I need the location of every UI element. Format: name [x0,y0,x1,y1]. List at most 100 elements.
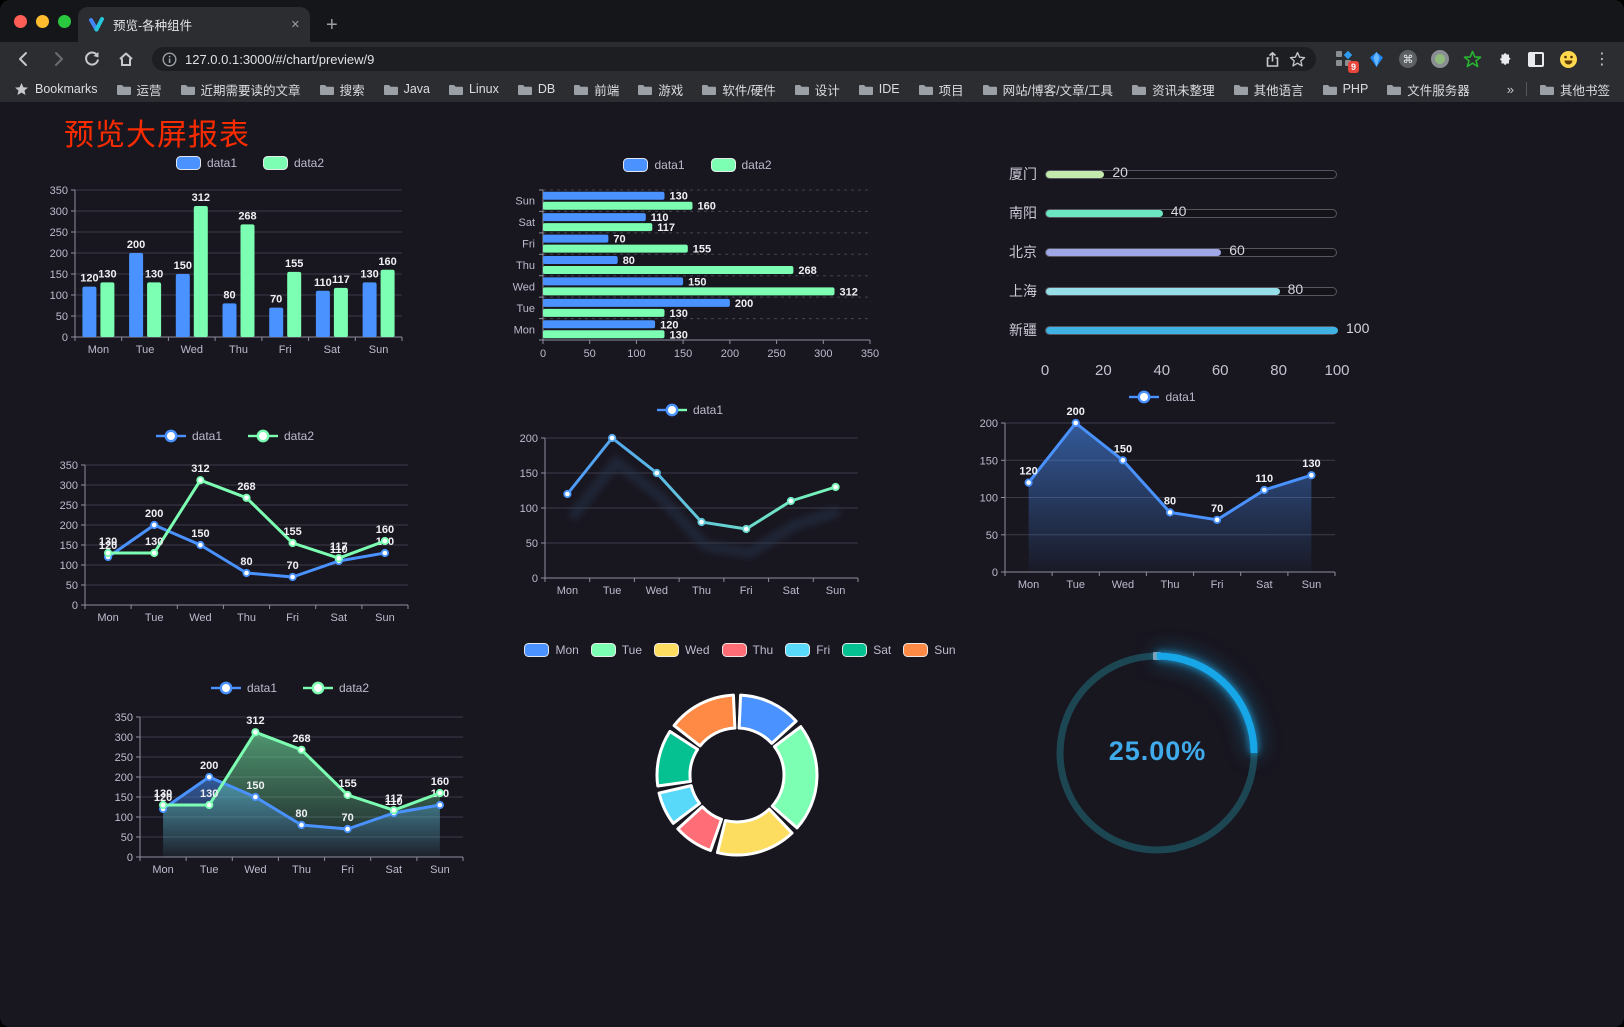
new-tab-button[interactable]: + [326,14,338,36]
svg-text:117: 117 [332,274,350,286]
legend-item-data1[interactable]: data1 [175,156,237,170]
extension-grid-icon[interactable]: 9 [1334,49,1359,73]
side-panel-icon[interactable] [1526,49,1546,69]
svg-text:130: 130 [200,788,218,800]
svg-text:155: 155 [693,244,711,256]
panel-bar-chart: 0 50 100 150 200 250 300 350 Mon Tue Wed Thu Fri Sat S… [40,150,460,364]
bookmark-folder-搜索[interactable]: 搜索 [319,80,365,99]
bar-data2-Fri [287,271,302,337]
bookmark-folder-运营[interactable]: 运营 [116,80,162,99]
other-bookmarks-folder[interactable]: 其他书签 [1539,80,1610,99]
pie-slice-Wed[interactable] [715,807,794,857]
svg-text:150: 150 [246,780,264,792]
pie-slice-Mon[interactable] [737,693,798,745]
bookmark-folder-IDE[interactable]: IDE [858,80,900,99]
svg-text:Wed: Wed [181,344,203,356]
bookmark-folder-设计[interactable]: 设计 [794,80,840,99]
bookmark-folder-项目[interactable]: 项目 [918,80,964,99]
bookmark-folder-Linux[interactable]: Linux [448,80,499,99]
svg-text:100: 100 [980,493,998,505]
bookmark-folder-其他语言[interactable]: 其他语言 [1233,80,1304,99]
svg-text:312: 312 [246,715,264,727]
pie-slice-Sun[interactable] [672,693,737,748]
legend-marker-icon [903,643,929,657]
svg-text:160: 160 [698,201,716,213]
legend-item-Sun[interactable]: Sun [903,643,956,657]
folder-icon [1233,85,1248,95]
legend-item-data2[interactable]: data2 [248,429,314,443]
tab-close-icon[interactable]: ✕ [290,19,300,31]
home-button[interactable] [112,45,140,73]
reload-button[interactable] [78,45,106,73]
bookmark-folder-近期需要读的文章[interactable]: 近期需要读的文章 [180,80,301,99]
extension-command-icon[interactable]: ⌘ [1398,49,1418,69]
svg-text:200: 200 [60,520,78,532]
browser-menu-icon[interactable]: ⋮ [1594,51,1610,68]
bookmark-star-icon[interactable] [1289,51,1306,68]
bookmark-folder-资讯未整理[interactable]: 资讯未整理 [1131,80,1215,99]
legend-item-Wed[interactable]: Wed [654,643,710,657]
progress-fill [1046,170,1105,178]
bookmark-folder-文件服务器[interactable]: 文件服务器 [1386,80,1470,99]
svg-text:Sat: Sat [783,585,800,597]
legend-item-Thu[interactable]: Thu [721,643,773,657]
panel-gradient-line-chart-canvas: 0 50 100 150 200 Mon Tue Wed Thu Fri Sat Sun [520,433,859,597]
bookmark-folder-软件/硬件[interactable]: 软件/硬件 [701,80,776,99]
browser-tab[interactable]: 预览-各种组件 ✕ [78,7,310,42]
svg-text:300: 300 [60,480,78,492]
svg-text:155: 155 [283,526,301,538]
svg-text:Wed: Wed [189,612,211,624]
legend-item-Mon[interactable]: Mon [524,643,579,657]
url-bar[interactable]: 127.0.0.1:3000/#/chart/preview/9 [152,47,1316,71]
bookmark-folder-网站/博客/文章/工具[interactable]: 网站/博客/文章/工具 [982,80,1113,99]
legend-item-data1[interactable]: data1 [623,158,685,172]
legend-item-data2[interactable]: data2 [263,156,324,170]
bar-data1-Fri [269,307,284,337]
bookmark-folder-DB[interactable]: DB [517,80,555,99]
share-icon[interactable] [1264,51,1281,68]
maximize-window-button[interactable] [58,15,71,28]
svg-text:110: 110 [330,544,348,556]
legend-item-data1[interactable]: data1 [1129,390,1196,404]
extensions-puzzle-icon[interactable] [1494,49,1514,69]
pie-slice-Sat[interactable] [655,729,700,788]
legend-item-Sat[interactable]: Sat [842,643,891,657]
legend-item-Fri[interactable]: Fri [785,643,830,657]
data-point [205,772,214,782]
close-window-button[interactable] [14,15,27,28]
legend-item-data2[interactable]: data2 [710,158,772,172]
back-button[interactable] [10,45,38,73]
bookmark-folder-Java[interactable]: Java [383,80,430,99]
svg-text:70: 70 [270,294,282,306]
bookmark-folder-游戏[interactable]: 游戏 [637,80,683,99]
data-point [742,524,751,534]
site-info-icon[interactable] [162,51,177,67]
legend-item-data1[interactable]: data1 [210,681,277,695]
extension-star-icon[interactable] [1462,49,1482,69]
bookmark-folder-前端[interactable]: 前端 [573,80,619,99]
bookmarks-manager-item[interactable]: Bookmarks [14,82,98,97]
pie-slice-Tue[interactable] [770,725,819,830]
legend-item-data1[interactable]: data1 [155,429,222,443]
svg-text:Tue: Tue [136,344,155,356]
pie-slice-Fri[interactable] [657,784,702,825]
extension-record-icon[interactable] [1430,49,1450,69]
legend-item-data2[interactable]: data2 [303,681,369,695]
folder-icon [448,85,463,95]
bookmark-folder-PHP[interactable]: PHP [1322,80,1368,99]
pie-slice-Thu[interactable] [676,805,723,852]
svg-text:Tue: Tue [1066,579,1085,591]
legend-item-data1[interactable]: data1 [656,403,723,417]
legend-marker-icon [654,643,680,657]
extension-gem-icon[interactable] [1366,49,1386,69]
legend-item-Tue[interactable]: Tue [590,643,642,657]
forward-button[interactable] [44,45,72,73]
bookmarks-overflow-chevron[interactable]: » [1506,81,1514,97]
emoji-extension-icon[interactable] [1558,49,1578,69]
folder-icon [383,85,398,95]
svg-text:0: 0 [72,600,78,612]
svg-text:250: 250 [50,227,68,239]
url-text[interactable]: 127.0.0.1:3000/#/chart/preview/9 [185,51,375,67]
axis-tick-label: 60 [1211,362,1229,379]
minimize-window-button[interactable] [36,15,49,28]
